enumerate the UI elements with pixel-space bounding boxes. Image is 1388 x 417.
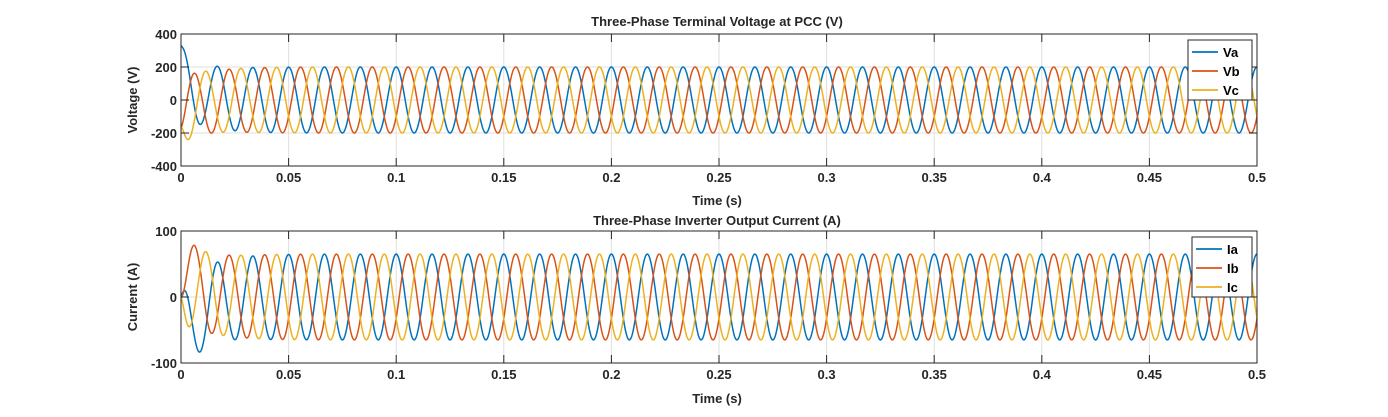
x-tick-label: 0.05 (276, 367, 301, 382)
voltage-chart: Three-Phase Terminal Voltage at PCC (V) … (125, 14, 1266, 208)
x-tick-label: 0.35 (922, 367, 947, 382)
voltage-chart-title: Three-Phase Terminal Voltage at PCC (V) (591, 14, 843, 29)
y-tick-label: 0 (170, 290, 177, 305)
x-tick-label: 0.4 (1033, 367, 1052, 382)
x-tick-label: 0.45 (1137, 170, 1162, 185)
current-legend: Ia Ib Ic (1191, 236, 1253, 298)
x-tick-label: 0.15 (491, 170, 516, 185)
y-tick-label: -100 (151, 356, 177, 371)
x-tick-label: 0.1 (387, 170, 405, 185)
x-tick-label: 0.5 (1248, 367, 1266, 382)
voltage-legend: Va Vb Vc (1187, 39, 1253, 101)
legend-label-vb: Vb (1223, 64, 1240, 79)
current-x-axis-label: Time (s) (692, 391, 742, 406)
x-tick-label: 0.3 (818, 170, 836, 185)
series-line-ic (181, 250, 1257, 341)
legend-label-va: Va (1223, 45, 1239, 60)
x-tick-label: 0 (177, 367, 184, 382)
x-tick-label: 0.15 (491, 367, 516, 382)
legend-label-vc: Vc (1223, 83, 1239, 98)
current-legend-box (1191, 236, 1253, 298)
legend-label-ic: Ic (1227, 280, 1238, 295)
current-y-axis-label: Current (A) (125, 263, 140, 332)
x-tick-label: 0.2 (602, 367, 620, 382)
y-tick-label: -400 (151, 159, 177, 174)
series-line-va (181, 45, 1257, 134)
x-tick-label: 0.25 (706, 170, 731, 185)
series-line-vc (181, 66, 1257, 141)
series-line-ia (181, 253, 1257, 353)
y-tick-label: 0 (170, 93, 177, 108)
x-tick-label: 0.2 (602, 170, 620, 185)
x-tick-label: 0.35 (922, 170, 947, 185)
x-tick-label: 0.45 (1137, 367, 1162, 382)
x-tick-label: 0.5 (1248, 170, 1266, 185)
y-tick-label: 100 (155, 224, 177, 239)
legend-label-ib: Ib (1227, 261, 1239, 276)
current-chart-title: Three-Phase Inverter Output Current (A) (593, 213, 841, 228)
voltage-legend-box (1187, 39, 1253, 101)
current-chart: Three-Phase Inverter Output Current (A) … (125, 213, 1266, 406)
voltage-y-axis-label: Voltage (V) (125, 67, 140, 134)
x-tick-label: 0.1 (387, 367, 405, 382)
x-tick-label: 0.4 (1033, 170, 1052, 185)
x-tick-label: 0.25 (706, 367, 731, 382)
legend-label-ia: Ia (1227, 242, 1239, 257)
y-tick-label: 200 (155, 60, 177, 75)
y-tick-label: 400 (155, 27, 177, 42)
y-tick-label: -200 (151, 126, 177, 141)
voltage-x-axis-label: Time (s) (692, 193, 742, 208)
x-tick-label: 0.05 (276, 170, 301, 185)
x-tick-label: 0.3 (818, 367, 836, 382)
x-tick-label: 0 (177, 170, 184, 185)
